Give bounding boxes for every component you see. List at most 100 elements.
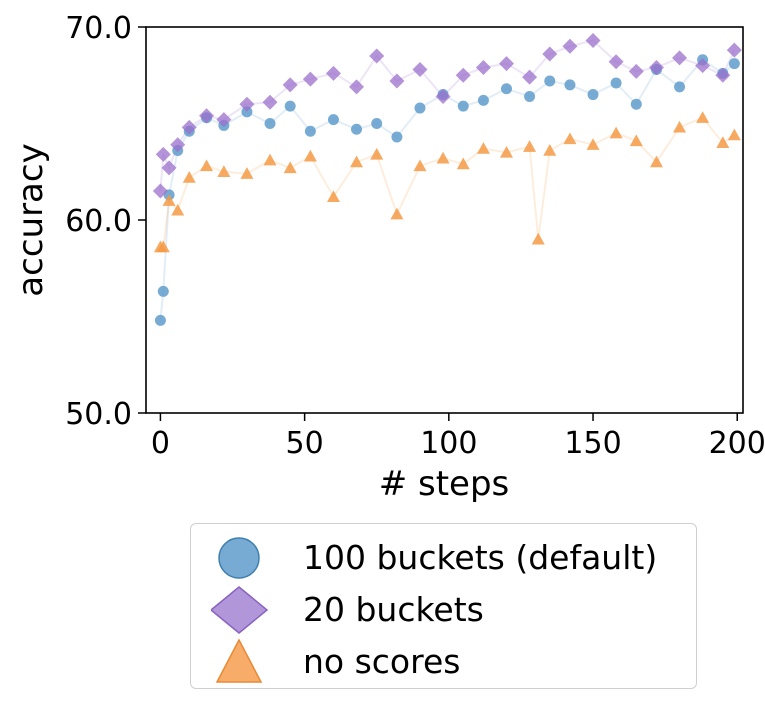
diamond-point: [562, 38, 578, 54]
circle-point: [524, 90, 536, 102]
diamond-point: [648, 60, 664, 76]
diamond-point: [239, 96, 255, 112]
diamond-point: [181, 119, 197, 135]
y-axis-label: accuracy: [11, 143, 51, 296]
triangle-point: [673, 120, 687, 133]
triangle-point: [240, 167, 254, 179]
diamond-point: [475, 60, 491, 76]
y-tick-label: 60.0: [65, 204, 132, 239]
circle-point: [157, 285, 169, 297]
circle-point: [154, 314, 166, 326]
legend-label-20-buckets: 20 buckets: [303, 590, 484, 629]
triangle-point: [456, 157, 470, 170]
triangle-point: [586, 138, 600, 150]
legend-triangle-marker: [215, 638, 263, 683]
triangle-point: [531, 232, 545, 245]
diamond-point: [282, 77, 298, 93]
triangle-point: [171, 203, 185, 216]
diamond-marker-icon: [211, 586, 269, 634]
triangle-point: [727, 128, 741, 141]
circle-point: [284, 100, 296, 112]
x-axis-label: # steps: [379, 464, 510, 504]
circle-point: [501, 83, 513, 95]
circle-point: [457, 100, 469, 112]
triangle-point: [370, 147, 384, 160]
data-marks: [152, 33, 742, 326]
diamond-point: [585, 33, 601, 49]
diamond-point: [726, 42, 742, 58]
diamond-point: [412, 61, 428, 77]
circle-point: [544, 75, 556, 87]
circle-point: [728, 58, 740, 70]
circle-point: [587, 89, 599, 101]
diamond-point: [672, 50, 688, 66]
triangle-point: [283, 161, 297, 174]
x-tick-label: 0: [151, 426, 170, 461]
diamond-point: [369, 48, 385, 64]
legend-item-no-scores: no scores: [191, 636, 696, 688]
diamond-point: [608, 54, 624, 70]
diamond-point: [349, 79, 365, 95]
circle-point: [630, 98, 642, 110]
triangle-point: [696, 111, 710, 123]
triangle-point: [303, 149, 317, 162]
scatter-chart: 0 50 100 150 200 50.0 60.0 70.0 # steps accura…: [11, 11, 765, 504]
circle-point: [371, 118, 383, 129]
diamond-point: [325, 65, 341, 81]
circle-point: [327, 114, 339, 126]
triangle-point: [263, 153, 277, 166]
y-tick-label: 50.0: [65, 397, 132, 432]
diamond-point: [499, 56, 515, 72]
series-bands: [159, 39, 736, 321]
diamond-point: [170, 137, 186, 153]
triangle-point: [716, 136, 730, 148]
circle-point: [564, 79, 576, 91]
circle-point: [414, 102, 426, 114]
diamond-point: [455, 67, 471, 83]
diamond-point: [262, 94, 278, 110]
diamond-point: [522, 69, 538, 85]
triangle-point: [162, 194, 176, 206]
legend-item-20-buckets: 20 buckets: [191, 584, 696, 636]
triangle-point: [217, 165, 231, 177]
diamond-point: [155, 146, 171, 162]
triangle-marker-icon: [215, 638, 263, 683]
diamond-point: [199, 108, 215, 124]
legend-item-100-buckets: 100 buckets (default): [191, 532, 696, 584]
triangle-point: [326, 190, 340, 203]
diamond-point: [302, 71, 318, 87]
triangle-point: [436, 151, 450, 164]
circle-marker-icon: [218, 537, 260, 579]
diamond-point: [435, 88, 451, 104]
triangle-point: [182, 171, 196, 183]
x-tick-label: 150: [564, 426, 621, 461]
diamond-point: [542, 46, 558, 62]
triangle-point: [413, 159, 427, 172]
triangle-point: [156, 240, 170, 253]
x-axis-ticks: 0 50 100 150 200: [151, 413, 765, 461]
diamond-point: [389, 73, 405, 89]
legend-label-100-buckets: 100 buckets (default): [303, 538, 658, 577]
circle-point: [351, 123, 363, 135]
diamond-point: [628, 63, 644, 79]
triangle-point: [609, 126, 623, 139]
circle-point: [264, 118, 276, 129]
legend-diamond-marker: [211, 586, 269, 634]
diamond-point: [216, 112, 232, 128]
diamond-point: [715, 67, 731, 83]
circle-point: [391, 131, 403, 143]
circle-point: [304, 125, 316, 137]
legend: 100 buckets (default) 20 buckets no scor…: [190, 523, 697, 689]
triangle-point: [649, 155, 663, 168]
diamond-point: [161, 160, 177, 176]
triangle-point: [390, 207, 404, 220]
x-tick-label: 100: [420, 426, 477, 461]
circle-point: [477, 94, 489, 106]
triangle-point: [476, 142, 490, 154]
y-axis-ticks: 50.0 60.0 70.0: [65, 11, 146, 432]
circle-point: [674, 81, 686, 93]
circle-point: [241, 106, 253, 118]
triangle-point: [523, 140, 537, 152]
legend-label-no-scores: no scores: [303, 642, 461, 681]
triangle-point: [500, 145, 514, 158]
